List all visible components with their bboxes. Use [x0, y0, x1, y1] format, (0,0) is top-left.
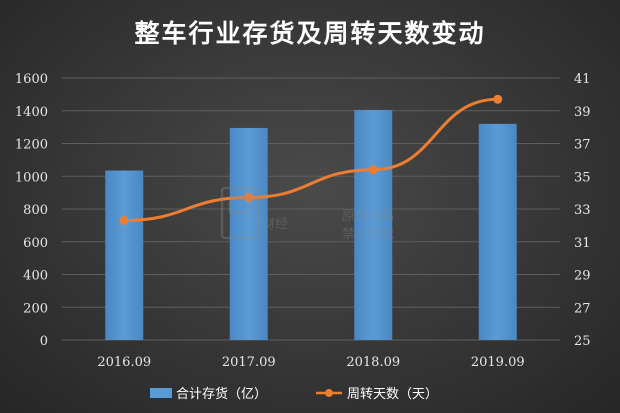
y-left-tick-label: 0 — [40, 334, 48, 349]
bar-series — [105, 109, 517, 341]
y-left-tick-label: 1400 — [15, 105, 48, 120]
y-right-tick-label: 41 — [574, 72, 591, 87]
y-right-tick-label: 27 — [574, 301, 591, 316]
series-line — [124, 97, 498, 222]
x-axis: 2016.09 2017.09 2018.09 2019.09 — [97, 355, 524, 370]
y-right-tick-label: 35 — [574, 170, 591, 185]
y-right-tick-label: 25 — [574, 334, 591, 349]
y-right-tick-label: 29 — [574, 269, 591, 284]
legend-line-label: 周转天数（天） — [347, 387, 438, 402]
bar — [105, 170, 144, 340]
bar — [478, 123, 517, 340]
y-axis-right: 25 27 29 31 33 35 37 39 41 — [574, 72, 591, 349]
x-tick-label: 2016.09 — [97, 355, 151, 370]
chart-title: 整车行业存货及周转天数变动 — [134, 19, 485, 48]
line-point — [244, 193, 254, 203]
line-point — [368, 165, 378, 175]
legend-bar-label: 合计存货（亿） — [176, 386, 267, 402]
watermark-text-1: 原创作品 — [342, 209, 394, 224]
y-right-tick-label: 33 — [574, 203, 591, 218]
watermark: 财经 原创作品 禁止转载 — [220, 186, 394, 242]
y-left-tick-label: 800 — [23, 203, 48, 218]
y-left-tick-label: 1600 — [15, 72, 48, 87]
y-left-tick-label: 200 — [23, 301, 48, 316]
y-left-tick-label: 1000 — [15, 170, 48, 185]
y-right-tick-label: 37 — [574, 138, 591, 153]
x-tick-label: 2017.09 — [222, 355, 276, 370]
y-left-tick-label: 600 — [23, 236, 48, 251]
line-point — [119, 215, 129, 225]
gridlines — [62, 77, 560, 341]
watermark-text-2: 禁止转载 — [342, 227, 394, 242]
bar — [354, 109, 393, 341]
bar — [229, 127, 268, 340]
legend-line-marker — [325, 389, 333, 397]
x-tick-label: 2018.09 — [346, 355, 400, 370]
legend-bar-swatch — [150, 388, 172, 398]
y-right-tick-label: 31 — [574, 236, 591, 251]
line-series — [119, 94, 503, 225]
watermark-logo-inner-icon — [228, 196, 252, 214]
y-right-tick-label: 39 — [574, 105, 591, 120]
watermark-brand: 财经 — [262, 217, 288, 232]
line-point — [493, 94, 503, 104]
y-left-tick-label: 400 — [23, 269, 48, 284]
y-left-tick-label: 1200 — [15, 138, 48, 153]
legend: 合计存货（亿） 周转天数（天） — [150, 386, 438, 402]
watermark-logo-icon — [220, 186, 260, 240]
x-tick-label: 2019.09 — [471, 355, 525, 370]
y-axis-left: 0 200 400 600 800 1000 1200 1400 1600 — [15, 72, 48, 349]
